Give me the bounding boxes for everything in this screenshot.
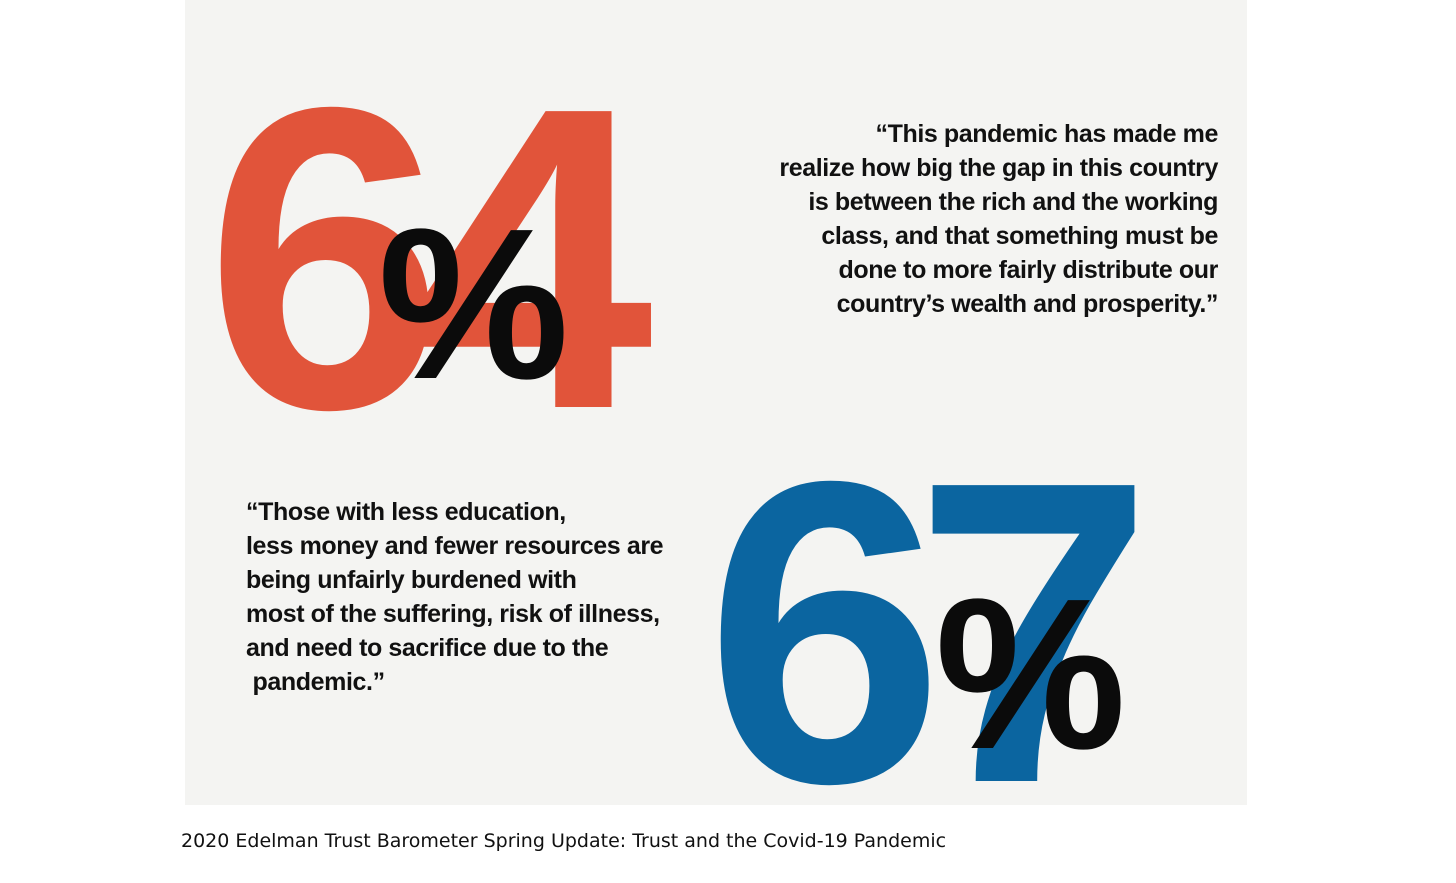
quote-line: done to more fairly distribute our (838, 256, 1219, 284)
quote-line: less money and fewer resources are (246, 532, 664, 560)
stat-2-quote: “Those with less education, less money a… (246, 495, 664, 699)
stat-1-percent-sign: % (378, 183, 570, 424)
stat-1-number: 64 (205, 19, 653, 499)
quote-line: class, and that something must be (821, 222, 1218, 250)
stat-1-quote: “This pandemic has made me realize how b… (779, 117, 1218, 321)
quote-line: realize how big the gap in this country (779, 154, 1218, 182)
source-caption: 2020 Edelman Trust Barometer Spring Upda… (181, 830, 947, 852)
infographic-panel (185, 0, 1247, 805)
stat-2-number: 67 (705, 393, 1153, 873)
quote-line: most of the suffering, risk of illness, (246, 600, 660, 628)
quote-line: “This pandemic has made me (875, 120, 1219, 148)
quote-line: is between the rich and the working (808, 188, 1218, 216)
stat-2-percent-sign: % (935, 553, 1127, 794)
quote-line: being unfairly burdened with (246, 566, 577, 594)
quote-line: pandemic.” (246, 668, 386, 696)
quote-line: country’s wealth and prosperity.” (836, 290, 1219, 318)
quote-line: and need to sacrifice due to the (246, 634, 609, 662)
quote-line: “Those with less education, (246, 498, 566, 526)
